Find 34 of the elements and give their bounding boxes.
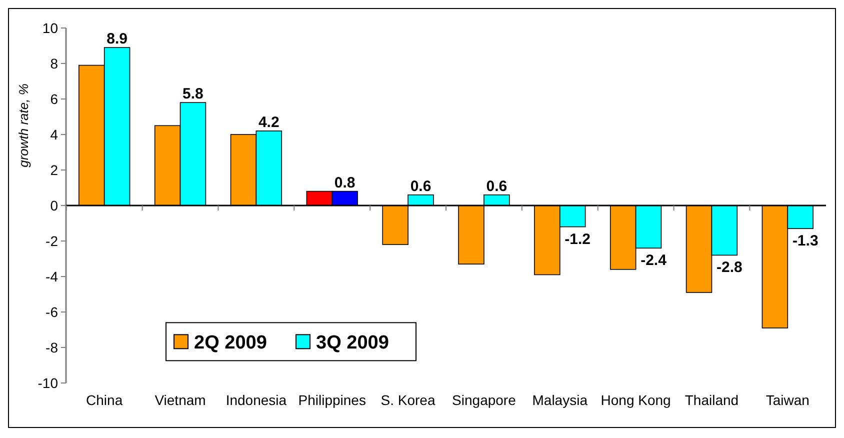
legend-label: 3Q 2009 bbox=[316, 332, 389, 354]
data-label: 4.2 bbox=[258, 114, 280, 131]
y-tick-label: 8 bbox=[50, 55, 58, 72]
y-tick-label: 4 bbox=[50, 126, 58, 142]
data-label: 0.8 bbox=[334, 174, 356, 192]
data-label: -2.4 bbox=[640, 252, 668, 270]
legend-label: 2Q 2009 bbox=[194, 332, 267, 354]
x-tick-label: Philippines bbox=[298, 392, 366, 408]
y-tick-label: -8 bbox=[46, 339, 58, 356]
y-tick-label: 10 bbox=[42, 20, 58, 36]
x-tick-label: Singapore bbox=[452, 392, 516, 408]
x-tick-label: Malaysia bbox=[532, 392, 588, 408]
y-tick-label: 2 bbox=[50, 162, 58, 178]
y-tick-label: 0 bbox=[50, 197, 58, 214]
data-label: 5.8 bbox=[182, 86, 204, 103]
data-label: -2.8 bbox=[716, 259, 742, 276]
y-tick-label: -4 bbox=[46, 268, 58, 284]
y-tick-label: -2 bbox=[46, 232, 58, 249]
data-label: -1.2 bbox=[564, 230, 591, 248]
x-tick-label: Indonesia bbox=[226, 392, 287, 408]
x-tick-label: Thailand bbox=[684, 392, 739, 408]
y-tick-label: -10 bbox=[38, 374, 58, 391]
x-tick-label: Vietnam bbox=[154, 392, 206, 408]
data-label: -1.3 bbox=[792, 232, 818, 250]
y-tick-label: -6 bbox=[46, 304, 58, 320]
data-label: 0.6 bbox=[410, 178, 432, 195]
x-tick-label: China bbox=[86, 392, 123, 408]
x-tick-label: Taiwan bbox=[766, 392, 810, 408]
y-tick-label: 6 bbox=[50, 90, 58, 107]
data-label: 0.6 bbox=[486, 178, 508, 195]
data-label: 8.9 bbox=[106, 30, 128, 48]
x-tick-label: Hong Kong bbox=[600, 392, 671, 408]
x-tick-label: S. Korea bbox=[380, 392, 436, 408]
y-axis-title: growth rate, % bbox=[16, 84, 31, 168]
